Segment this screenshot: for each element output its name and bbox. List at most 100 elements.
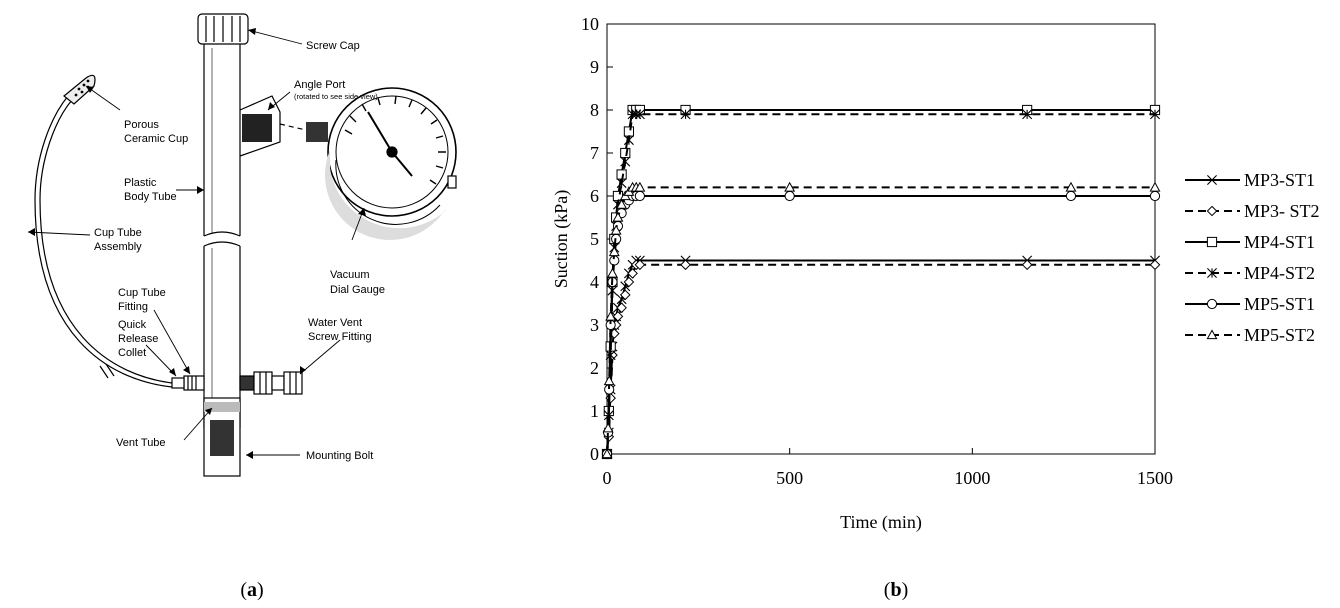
legend-swatch-marker [1207, 175, 1217, 185]
legend-swatch-marker [1206, 205, 1218, 217]
callout-vacuum-1: Vacuum [330, 269, 370, 281]
callout-vent-tube: Vent Tube [116, 437, 166, 449]
series-mp5-st2 [601, 181, 1161, 459]
legend-swatch-marker [1206, 236, 1218, 248]
data-point [605, 310, 617, 321]
series-line [606, 109, 1155, 455]
x-tick-label: 1000 [954, 468, 990, 488]
legend-label: MP5-ST1 [1244, 294, 1315, 314]
callout-water-1: Water Vent [308, 317, 362, 329]
vacuum-dial-gauge [279, 87, 457, 240]
angle-port [239, 95, 281, 157]
data-point [1021, 259, 1033, 271]
data-point [1149, 190, 1161, 202]
data-point [607, 267, 618, 278]
cup-tube-assembly [34, 95, 173, 388]
plastic-body-tube [203, 44, 241, 428]
x-tick-label: 500 [776, 468, 803, 488]
screw-cap [197, 13, 249, 45]
series-line [606, 195, 1155, 455]
callout-porous-2: Ceramic Cup [124, 133, 188, 145]
callout-vacuum-2: Dial Gauge [330, 284, 385, 296]
plot-area [606, 23, 1156, 455]
series-line [606, 186, 1155, 455]
data-point [616, 198, 628, 209]
callout-plastic-2: Body Tube [124, 191, 177, 203]
legend-item: MP5-ST1 [1185, 294, 1315, 314]
y-tick-label: 4 [590, 272, 599, 292]
y-tick-label: 7 [590, 143, 599, 163]
y-tick-label: 6 [590, 186, 599, 206]
tensiometer-diagram [27, 13, 457, 477]
data-point [1065, 181, 1077, 192]
y-axis-title: Suction (kPa) [551, 190, 572, 289]
callout-quick-1: Quick [118, 319, 147, 331]
data-point [1150, 109, 1160, 120]
callout-fitting-1: Cup Tube [118, 287, 166, 299]
data-point [616, 302, 627, 314]
callout-arrowheads [28, 28, 366, 459]
callout-water-2: Screw Fitting [308, 331, 372, 343]
data-point [634, 109, 645, 120]
callout-angle-port: Angle Port [294, 79, 345, 91]
tensiometer-callouts: Screw Cap Angle Port (rotated to see sid… [94, 40, 385, 462]
callout-quick-3: Collet [118, 347, 146, 359]
plot-frame [606, 23, 1156, 455]
cup-tube-fitting [171, 375, 205, 391]
data-point [620, 156, 631, 167]
mounting-bolt [203, 397, 241, 477]
y-tick-label: 5 [590, 229, 599, 249]
data-point [784, 190, 795, 202]
callout-porous-1: Porous [124, 119, 159, 131]
series-line [606, 263, 1155, 455]
callout-quick-2: Release [118, 333, 158, 345]
data-point [1022, 109, 1033, 120]
data-point [610, 224, 622, 235]
data-point [612, 311, 624, 322]
legend-swatch-marker [1206, 298, 1218, 310]
data-point [1149, 181, 1161, 192]
y-tick-label: 1 [590, 401, 599, 421]
y-tick-label: 10 [581, 14, 599, 34]
panel-label-b: (b) [884, 579, 908, 601]
series-mp3-st1 [602, 255, 1160, 459]
data-point [784, 181, 796, 192]
data-point [680, 259, 691, 271]
legend-label: MP4-ST1 [1244, 232, 1315, 252]
legend-item: MP5-ST2 [1185, 325, 1315, 345]
data-point [605, 392, 616, 404]
x-axis-ticks: 0 500 1000 1500 [603, 448, 1173, 488]
data-point [680, 109, 691, 120]
callout-cup-tube-2: Assembly [94, 241, 142, 253]
callout-mounting-bolt: Mounting Bolt [306, 450, 373, 462]
legend-label: MP3- ST2 [1244, 201, 1320, 221]
data-point [1065, 190, 1077, 202]
y-tick-label: 2 [590, 358, 599, 378]
legend-label: MP3-ST1 [1244, 170, 1315, 190]
callout-screw-cap: Screw Cap [306, 40, 360, 52]
x-tick-label: 1500 [1137, 468, 1173, 488]
x-tick-label: 0 [603, 468, 612, 488]
callout-cup-tube-1: Cup Tube [94, 227, 142, 239]
data-point [1149, 259, 1161, 271]
data-point [608, 246, 620, 257]
data-point [601, 448, 613, 459]
legend-swatch-marker [1207, 268, 1217, 278]
callout-plastic-1: Plastic [124, 177, 157, 189]
series-layer [601, 104, 1161, 460]
legend-item: MP4-ST2 [1185, 263, 1315, 283]
legend-item: MP3- ST2 [1185, 201, 1320, 221]
y-tick-label: 8 [590, 100, 599, 120]
series-mp4-st2 [602, 109, 1160, 459]
data-point [602, 422, 614, 433]
series-mp4-st1 [601, 104, 1161, 460]
y-tick-label: 3 [590, 315, 599, 335]
callout-angle-port-note: (rotated to see side view) [294, 92, 378, 101]
legend-label: MP5-ST2 [1244, 325, 1315, 345]
data-point [627, 268, 638, 279]
y-tick-label: 0 [590, 444, 599, 464]
legend-item: MP3-ST1 [1185, 170, 1315, 190]
y-tick-label: 9 [590, 57, 599, 77]
water-vent-fitting [239, 371, 303, 395]
